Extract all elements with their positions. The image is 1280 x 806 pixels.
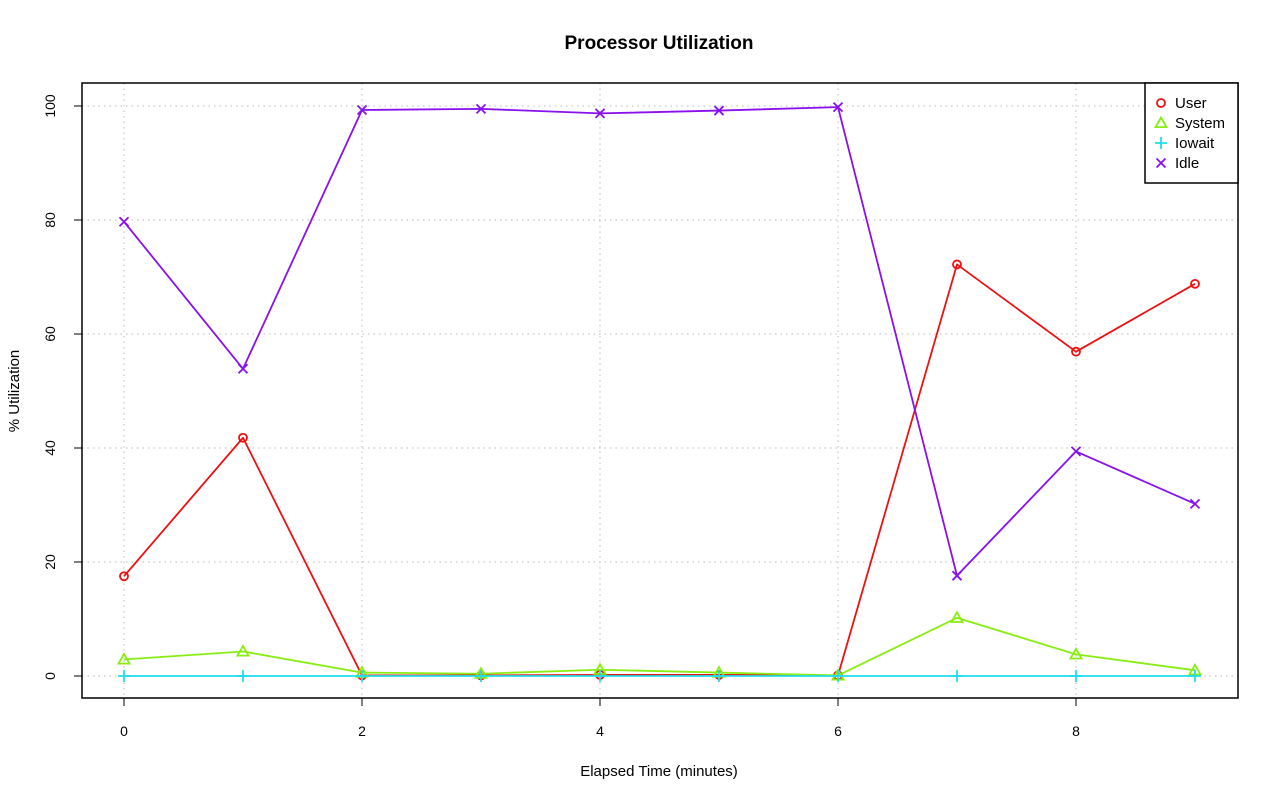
x-tick-label: 2 xyxy=(358,723,366,739)
data-point-iowait xyxy=(1070,670,1082,682)
series-idle xyxy=(118,102,1201,581)
data-point-iowait xyxy=(713,670,725,682)
data-point-user xyxy=(952,259,962,270)
series-line-user xyxy=(123,263,1196,677)
grid xyxy=(82,83,1238,698)
x-tick-label: 4 xyxy=(596,723,604,739)
y-tick-label: 80 xyxy=(42,212,58,228)
y-tick-label: 100 xyxy=(42,94,58,118)
y-tick-label: 60 xyxy=(42,326,58,342)
y-axis-label: % Utilization xyxy=(6,350,23,433)
data-point-system xyxy=(949,610,965,623)
data-point-iowait xyxy=(356,670,368,682)
series-line-idle xyxy=(123,106,1196,577)
data-point-system xyxy=(1068,647,1084,660)
chart-title: Processor Utilization xyxy=(565,33,754,54)
legend-marker-iowait xyxy=(1155,137,1167,149)
data-point-idle xyxy=(118,216,130,227)
legend-label-idle: Idle xyxy=(1175,155,1199,172)
data-point-user xyxy=(1071,346,1081,357)
data-point-idle xyxy=(832,102,844,113)
data-point-idle xyxy=(1189,498,1201,509)
series-system xyxy=(116,610,1203,681)
data-point-idle xyxy=(1070,446,1082,457)
plot-frame xyxy=(81,82,1239,699)
legend-label-user: User xyxy=(1175,95,1207,112)
data-point-idle xyxy=(475,103,487,114)
x-tick-label: 6 xyxy=(834,723,842,739)
x-tick-label: 0 xyxy=(120,723,128,739)
legend: User System Iowait Idle xyxy=(1144,82,1239,184)
data-point-system xyxy=(116,652,132,665)
data-point-idle xyxy=(594,108,606,119)
data-point-iowait xyxy=(951,670,963,682)
data-point-idle xyxy=(951,570,963,581)
legend-marker-idle xyxy=(1155,157,1167,169)
data-point-user xyxy=(119,571,129,582)
y-tick-label: 40 xyxy=(42,440,58,456)
x-tick-label: 8 xyxy=(1072,723,1080,739)
data-point-iowait xyxy=(1189,670,1201,682)
series xyxy=(116,102,1203,682)
y-tick-label: 20 xyxy=(42,554,58,570)
data-point-idle xyxy=(713,105,725,116)
x-axis-label: Elapsed Time (minutes) xyxy=(580,763,738,780)
data-point-iowait xyxy=(475,670,487,682)
data-point-user xyxy=(238,432,248,443)
data-point-idle xyxy=(237,363,249,374)
data-point-idle xyxy=(356,104,368,116)
y-tick-label: 0 xyxy=(42,672,58,680)
legend-label-iowait: Iowait xyxy=(1175,135,1215,152)
series-user xyxy=(119,259,1200,681)
legend-marker-user xyxy=(1156,98,1166,108)
data-point-iowait xyxy=(118,670,130,682)
legend-label-system: System xyxy=(1175,115,1225,132)
data-point-system xyxy=(235,644,251,657)
data-point-iowait xyxy=(237,670,249,682)
data-point-user xyxy=(1190,278,1200,289)
legend-marker-system xyxy=(1153,115,1169,129)
data-point-iowait xyxy=(832,670,844,682)
data-point-iowait xyxy=(594,670,606,682)
series-line-system xyxy=(123,616,1196,677)
series-iowait xyxy=(118,670,1201,682)
